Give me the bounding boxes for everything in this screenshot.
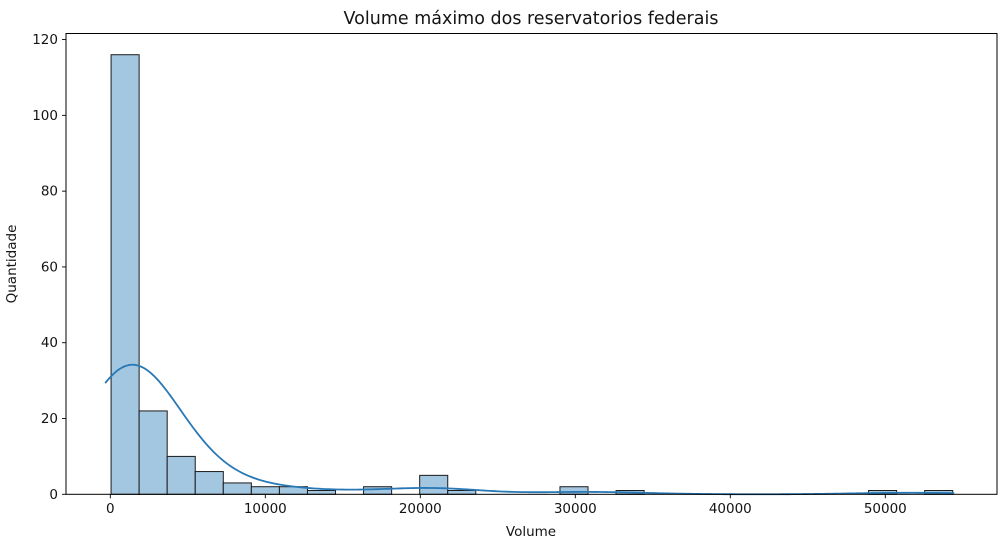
x-axis-label: Volume	[506, 524, 556, 540]
histogram-bar	[166, 455, 196, 495]
histogram-bar	[363, 486, 393, 495]
y-tick-label: 40	[41, 335, 58, 351]
x-tick-label: 20000	[399, 501, 442, 517]
x-tick-label: 50000	[864, 501, 907, 517]
histogram-bar	[110, 54, 140, 495]
histogram-bar	[250, 486, 280, 495]
histogram-bar	[306, 490, 337, 495]
histogram-bar	[138, 410, 168, 495]
x-tick-label: 40000	[709, 501, 752, 517]
histogram-bar	[559, 486, 589, 495]
histogram-bar	[447, 490, 477, 495]
axes-spines	[65, 33, 998, 495]
y-tick-label: 80	[41, 184, 58, 200]
y-tick-label: 120	[32, 32, 58, 48]
histogram-bar	[419, 474, 449, 495]
chart-plot-area: 0 10000 20000 30000 40000 50000 0 20 40 60 80 100 12…	[32, 32, 998, 517]
y-tick-label: 60	[41, 259, 58, 275]
y-axis-label: Quantidade	[4, 225, 20, 304]
histogram-bar	[222, 482, 252, 495]
chart-title: Volume máximo dos reservatorios federais	[344, 9, 719, 29]
y-tick-label: 20	[41, 411, 58, 427]
x-tick-label: 30000	[554, 501, 597, 517]
histogram-bar	[194, 471, 224, 495]
x-tick-label: 10000	[244, 501, 287, 517]
x-tick-label: 0	[106, 501, 115, 517]
y-tick-label: 100	[32, 108, 58, 124]
y-tick-label: 0	[49, 487, 58, 503]
